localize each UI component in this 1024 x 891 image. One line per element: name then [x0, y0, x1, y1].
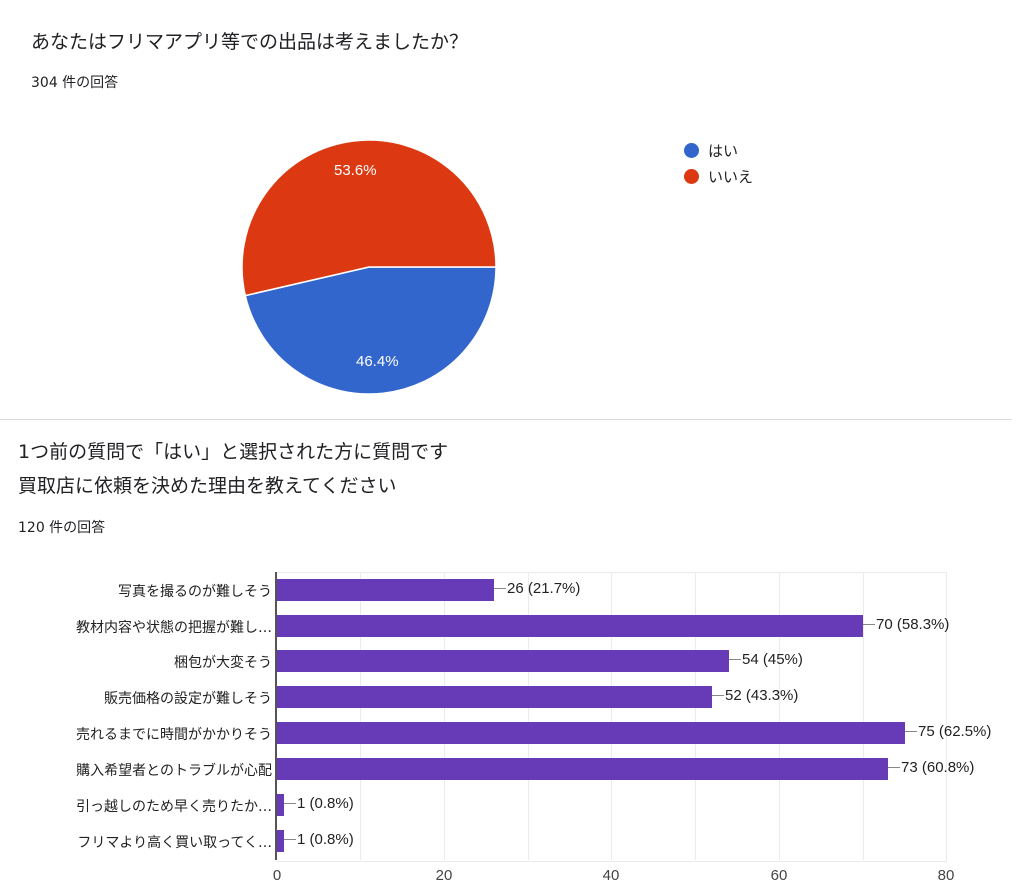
value-text: 52 (43.3%) [725, 687, 799, 704]
bar-5[interactable] [276, 758, 888, 780]
value-text: 1 (0.8%) [297, 795, 354, 812]
legend-dot-icon [684, 142, 699, 158]
legend-label: はい [708, 141, 739, 160]
bar-value-label: 26 (21.7%) [494, 580, 580, 597]
bar-3[interactable] [276, 686, 712, 708]
pie-slice-no[interactable] [241, 139, 497, 297]
gridline-30 [528, 572, 529, 860]
section-divider [0, 419, 1012, 420]
category-label: 教材内容や状態の把握が難し… [76, 620, 272, 636]
value-text: 70 (58.3%) [876, 616, 950, 633]
category-label: 写真を撮るのが難しそう [118, 584, 272, 600]
x-tick-label: 0 [272, 867, 282, 884]
bar-value-label: 75 (62.5%) [905, 723, 991, 740]
legend-label: いいえ [708, 167, 754, 186]
pie-legend: はい いいえ [684, 137, 753, 189]
value-text: 26 (21.7%) [507, 580, 581, 597]
value-text: 75 (62.5%) [918, 723, 992, 740]
leader-line [905, 731, 917, 732]
gridline-70 [863, 572, 864, 860]
bar-1[interactable] [276, 615, 863, 637]
category-label: 売れるまでに時間がかかりそう [76, 727, 272, 743]
bar-4[interactable] [276, 722, 905, 744]
legend-dot-icon [684, 168, 699, 184]
bar-value-label: 52 (43.3%) [712, 687, 798, 704]
pie-label-yes: 46.4% [356, 353, 399, 370]
leader-line [494, 588, 506, 589]
pie-chart [241, 139, 497, 395]
legend-item-no[interactable]: いいえ [684, 163, 753, 189]
gridline-60 [779, 572, 780, 860]
category-label: 購入希望者とのトラブルが心配 [76, 763, 272, 779]
bar-value-label: 54 (45%) [729, 651, 803, 668]
bar-value-label: 1 (0.8%) [284, 831, 354, 848]
bar-value-label: 1 (0.8%) [284, 795, 354, 812]
bar-0[interactable] [276, 579, 494, 601]
leader-line [284, 839, 296, 840]
gridline-20 [444, 572, 445, 860]
x-tick-label: 60 [770, 867, 788, 884]
pie-label-no: 53.6% [334, 162, 377, 179]
bar-value-label: 73 (60.8%) [888, 759, 974, 776]
bar-7[interactable] [276, 830, 284, 852]
legend-item-yes[interactable]: はい [684, 137, 753, 163]
category-label: 販売価格の設定が難しそう [104, 691, 272, 707]
question-1-title: あなたはフリマアプリ等での出品は考えましたか？ [31, 31, 469, 53]
question-2-response-count: 120 件の回答 [18, 520, 106, 536]
value-text: 73 (60.8%) [901, 759, 975, 776]
gridline-50 [695, 572, 696, 860]
value-text: 1 (0.8%) [297, 831, 354, 848]
category-label: 梱包が大変そう [174, 655, 272, 671]
leader-line [888, 767, 900, 768]
leader-line [729, 659, 741, 660]
category-label: フリマより高く買い取ってく… [77, 835, 272, 851]
value-text: 54 (45%) [742, 651, 803, 668]
question-1-response-count: 304 件の回答 [31, 75, 119, 91]
y-axis-line [275, 572, 277, 860]
x-tick-label: 20 [435, 867, 453, 884]
category-label: 引っ越しのため早く売りたか… [76, 799, 272, 815]
question-2-title-line2: 買取店に依頼を決めた理由を教えてください [18, 475, 397, 497]
pie-slice-yes[interactable] [244, 266, 497, 395]
leader-line [712, 695, 724, 696]
question-2-title-line1: 1つ前の質問で「はい」と選択された方に質問です [18, 441, 449, 463]
x-tick-label: 40 [602, 867, 620, 884]
leader-line [284, 803, 296, 804]
leader-line [863, 624, 875, 625]
bar-2[interactable] [276, 650, 729, 672]
gridline-10 [360, 572, 361, 860]
bar-value-label: 70 (58.3%) [863, 616, 949, 633]
gridline-40 [611, 572, 612, 860]
bar-6[interactable] [276, 794, 284, 816]
x-tick-label: 80 [937, 867, 955, 884]
